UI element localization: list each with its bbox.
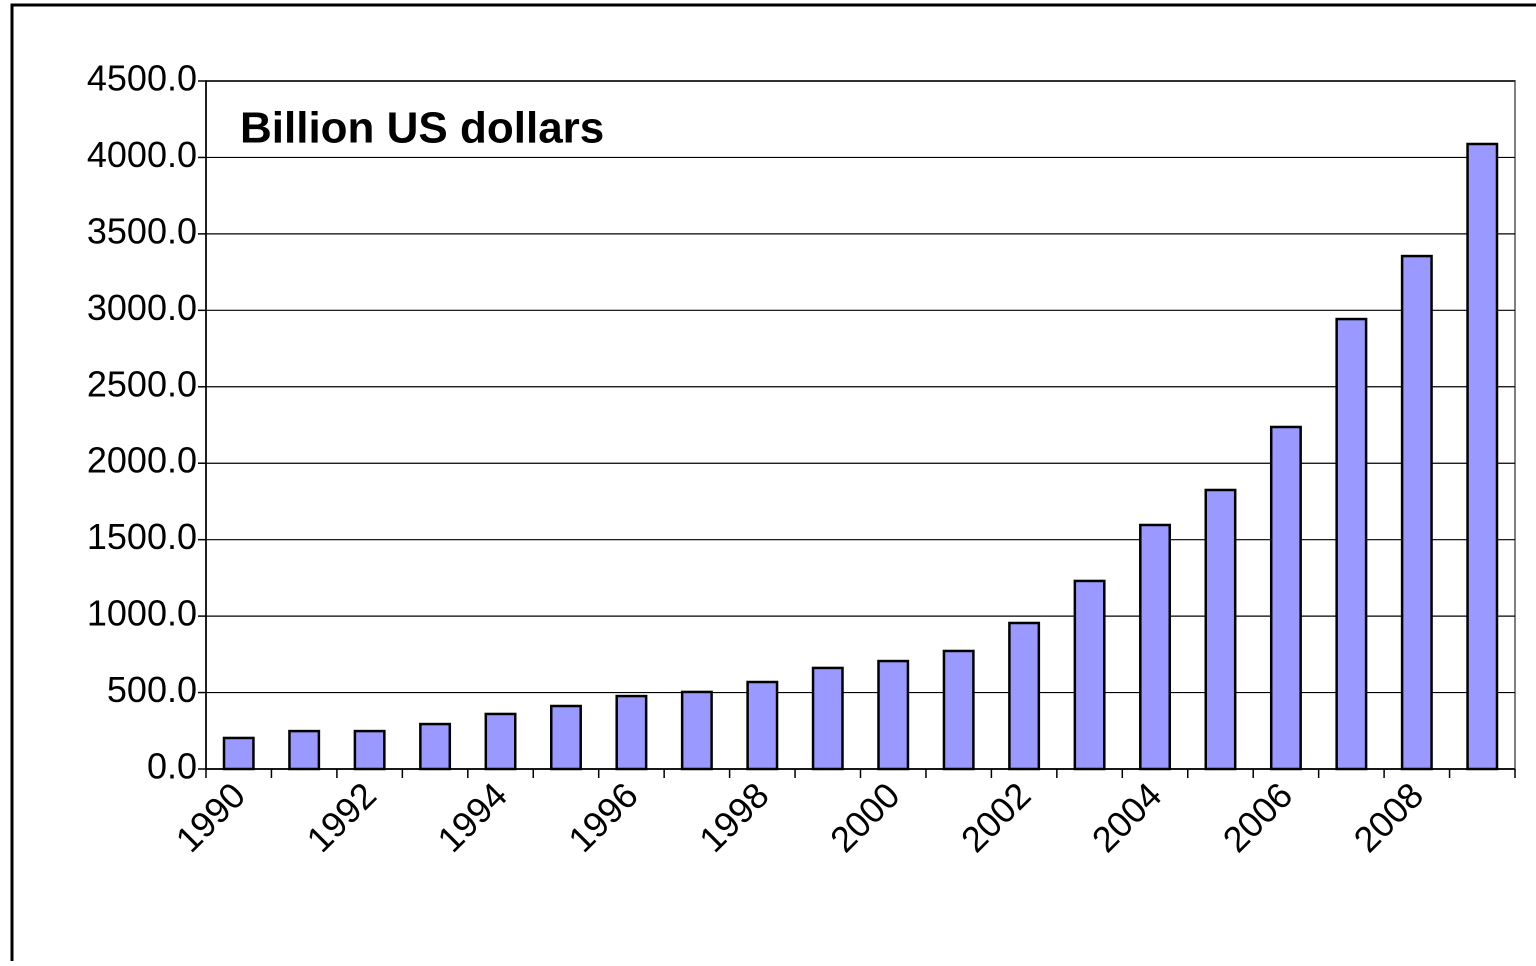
x-tick-label: 1998 bbox=[691, 774, 777, 860]
bar bbox=[680, 690, 713, 771]
x-tick-label: 1990 bbox=[167, 774, 253, 860]
bar bbox=[1335, 317, 1368, 771]
bar bbox=[288, 729, 321, 771]
y-tick-label: 1000.0 bbox=[87, 593, 197, 634]
y-tick-label: 2500.0 bbox=[87, 363, 197, 404]
bar bbox=[942, 649, 975, 771]
bar bbox=[877, 659, 910, 771]
x-tick-label: 1994 bbox=[429, 774, 515, 860]
bar bbox=[419, 722, 452, 771]
bar bbox=[811, 666, 844, 771]
bar bbox=[1269, 425, 1302, 771]
bar bbox=[484, 712, 517, 771]
bar bbox=[549, 704, 582, 771]
bar bbox=[615, 694, 648, 771]
plot-area bbox=[205, 80, 1516, 770]
bar bbox=[1139, 523, 1172, 771]
bar bbox=[353, 729, 386, 771]
x-tick-label: 1996 bbox=[560, 774, 646, 860]
y-tick-label: 3500.0 bbox=[87, 210, 197, 251]
y-tick-label: 1500.0 bbox=[87, 516, 197, 557]
x-tick-label: 2000 bbox=[822, 774, 908, 860]
bar bbox=[1400, 254, 1433, 771]
y-tick-label: 2000.0 bbox=[87, 440, 197, 481]
x-tick-label: 1992 bbox=[298, 774, 384, 860]
x-tick-label: 2008 bbox=[1346, 774, 1432, 860]
bar bbox=[222, 736, 255, 771]
y-tick-label: 4500.0 bbox=[87, 58, 197, 99]
bar bbox=[1466, 142, 1499, 771]
bar bbox=[1008, 621, 1041, 771]
y-tick-label: 4000.0 bbox=[87, 134, 197, 175]
bar bbox=[1204, 488, 1237, 771]
chart-frame bbox=[10, 3, 1536, 966]
bar bbox=[1073, 579, 1106, 771]
x-tick-label: 2004 bbox=[1084, 774, 1170, 860]
y-tick-label: 3000.0 bbox=[87, 287, 197, 328]
chart-title: Billion US dollars bbox=[240, 104, 604, 153]
y-tick-label: 0.0 bbox=[147, 746, 197, 787]
x-tick-label: 2006 bbox=[1215, 774, 1301, 860]
y-tick-label: 500.0 bbox=[107, 669, 197, 710]
x-tick-label: 2002 bbox=[953, 774, 1039, 860]
bar bbox=[746, 680, 779, 771]
